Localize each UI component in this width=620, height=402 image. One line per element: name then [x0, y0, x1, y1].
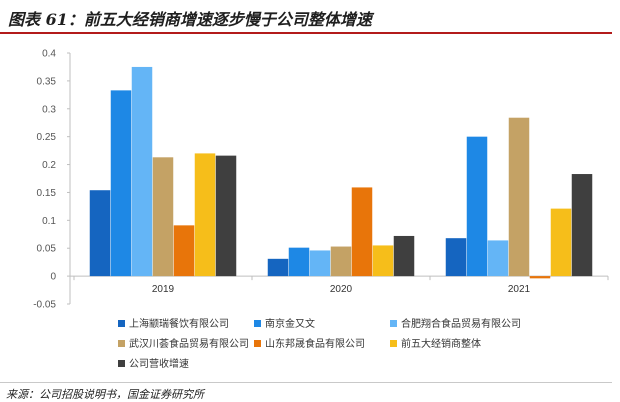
y-tick-label: 0.3: [42, 104, 56, 115]
y-tick-label: 0.25: [37, 132, 57, 143]
bar: [89, 190, 111, 277]
y-tick-label: 0.15: [37, 188, 57, 199]
bar: [267, 258, 289, 277]
y-tick-label: 0: [50, 272, 56, 283]
y-tick-label: 0.1: [42, 216, 56, 227]
bar: [571, 174, 593, 277]
bar: [131, 66, 153, 277]
bar: [508, 117, 530, 277]
bar: [110, 90, 132, 277]
bar: [487, 240, 509, 277]
legend-label: 上海颛瑞餐饮有限公司: [129, 317, 229, 330]
legend-swatch: [118, 320, 125, 327]
bar: [330, 246, 352, 277]
bar: [215, 155, 237, 277]
x-category-label: 2019: [152, 284, 175, 295]
legend-label: 前五大经销商整体: [401, 337, 481, 350]
legend-label: 合肥翔合食品贸易有限公司: [401, 317, 521, 330]
legend-swatch: [118, 360, 125, 367]
legend-swatch: [254, 320, 261, 327]
bar: [194, 153, 216, 277]
bar: [445, 238, 467, 277]
chart-bars: [89, 66, 593, 279]
y-tick-label: 0.4: [42, 49, 56, 60]
bar: [173, 225, 195, 277]
legend-label: 南京金又文: [265, 317, 315, 330]
bar: [372, 245, 394, 277]
bar: [351, 187, 373, 277]
bar: [393, 235, 415, 277]
source-rule: [0, 382, 612, 383]
x-category-label: 2020: [330, 284, 353, 295]
legend-label: 武汉川荟食品贸易有限公司: [129, 337, 249, 350]
legend-swatch: [254, 340, 261, 347]
legend-swatch: [390, 340, 397, 347]
legend-swatch: [390, 320, 397, 327]
bar: [288, 247, 310, 277]
bar: [529, 276, 551, 279]
title-rule: [0, 32, 612, 34]
y-tick-label: 0.2: [42, 160, 56, 171]
bar: [550, 208, 572, 277]
bar: [466, 136, 488, 277]
bar: [152, 157, 174, 277]
legend-swatch: [118, 340, 125, 347]
bar: [309, 250, 331, 277]
legend-label: 公司营收增速: [129, 357, 189, 370]
chart-title: 图表 61：前五大经销商增速逐步慢于公司整体增速: [8, 10, 372, 29]
source-note: 来源：公司招股说明书，国金证券研究所: [6, 388, 204, 401]
legend-label: 山东邦晟食品有限公司: [265, 337, 365, 350]
x-category-label: 2021: [508, 284, 531, 295]
y-tick-label: 0.35: [37, 76, 57, 87]
y-tick-label: 0.05: [37, 244, 57, 255]
y-tick-label: -0.05: [33, 300, 56, 311]
